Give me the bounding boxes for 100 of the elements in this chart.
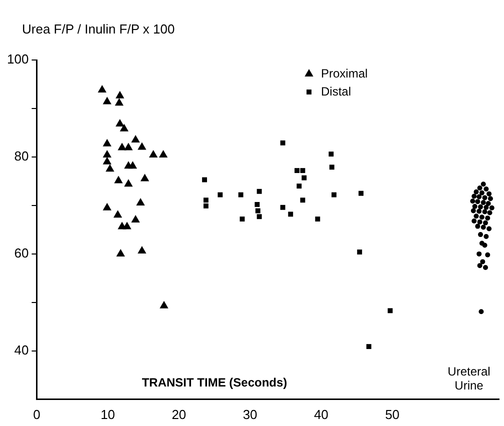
- point: [477, 186, 482, 191]
- point: [484, 186, 489, 192]
- x-tick-label: 40: [314, 406, 328, 422]
- point: [203, 198, 208, 203]
- point: [480, 182, 486, 187]
- point: [485, 216, 490, 221]
- point: [488, 196, 493, 202]
- point: [114, 176, 123, 184]
- point: [475, 224, 480, 229]
- point: [300, 168, 306, 174]
- point: [474, 189, 479, 194]
- point: [106, 164, 114, 172]
- point: [256, 214, 262, 220]
- point: [472, 204, 478, 209]
- x-tick-label: 50: [385, 406, 400, 422]
- point: [328, 152, 334, 157]
- point: [480, 224, 486, 230]
- point: [116, 248, 125, 256]
- point: [120, 124, 129, 132]
- point: [102, 138, 112, 146]
- point: [482, 195, 488, 200]
- point: [484, 234, 489, 239]
- point: [98, 85, 106, 93]
- point: [131, 135, 140, 142]
- y-tick-label: 40: [14, 342, 29, 358]
- point: [388, 308, 393, 314]
- point: [116, 119, 124, 126]
- point: [140, 174, 150, 182]
- y-tick-label: 80: [14, 148, 29, 164]
- point: [358, 190, 364, 196]
- point: [482, 242, 488, 248]
- point: [486, 201, 491, 206]
- point: [102, 202, 112, 210]
- point: [280, 140, 286, 146]
- point: [478, 232, 484, 238]
- x-tick-label: 0: [33, 406, 40, 422]
- point: [256, 188, 262, 194]
- point: [470, 198, 476, 204]
- point: [480, 200, 486, 206]
- y-axis-title: Urea F/P / Inulin F/P x 100: [22, 22, 175, 37]
- point: [482, 265, 488, 270]
- point: [131, 215, 140, 223]
- point: [114, 98, 124, 106]
- point: [479, 214, 484, 220]
- point: [487, 210, 492, 216]
- point: [218, 192, 223, 198]
- point: [315, 216, 320, 222]
- point: [472, 194, 477, 199]
- point: [478, 204, 484, 210]
- point: [149, 150, 158, 158]
- point: [477, 219, 482, 224]
- point: [124, 142, 133, 150]
- point: [486, 226, 492, 232]
- point: [477, 263, 482, 268]
- x-tick-label: 30: [242, 406, 258, 422]
- point: [288, 212, 294, 217]
- point: [476, 208, 482, 214]
- point: [482, 209, 488, 214]
- point: [486, 191, 492, 196]
- point: [296, 184, 302, 189]
- point: [474, 214, 479, 219]
- point: [116, 90, 124, 98]
- point: [158, 150, 168, 158]
- y-tick-label: 100: [6, 52, 29, 67]
- point: [202, 177, 208, 182]
- point: [485, 252, 490, 258]
- annotation: Ureteral Urine: [448, 364, 490, 393]
- point: [102, 156, 112, 164]
- point: [102, 96, 112, 104]
- point: [357, 250, 362, 254]
- point: [238, 192, 244, 198]
- point: [475, 199, 480, 204]
- point: [138, 246, 146, 254]
- x-tick-label: 20: [172, 406, 186, 422]
- point: [482, 220, 488, 226]
- legend-label: Proximal: [321, 66, 368, 80]
- point: [255, 208, 260, 214]
- point: [329, 164, 334, 170]
- point: [240, 216, 245, 222]
- point: [479, 190, 484, 196]
- point: [136, 198, 145, 206]
- point: [476, 194, 482, 200]
- point: [138, 142, 146, 150]
- point: [118, 142, 126, 150]
- point: [366, 344, 372, 350]
- point: [254, 202, 260, 207]
- point: [478, 309, 484, 314]
- legend-label: Distal: [321, 84, 352, 98]
- point: [122, 222, 132, 230]
- point: [480, 259, 486, 264]
- point: [484, 204, 489, 210]
- point: [470, 208, 476, 214]
- point: [489, 205, 494, 210]
- point: [113, 210, 122, 218]
- point: [203, 203, 208, 208]
- point: [128, 161, 138, 169]
- x-tick-label: 10: [100, 406, 116, 422]
- x-axis-title: TRANSIT TIME (Seconds): [142, 376, 288, 390]
- point: [124, 179, 133, 187]
- point: [302, 175, 307, 180]
